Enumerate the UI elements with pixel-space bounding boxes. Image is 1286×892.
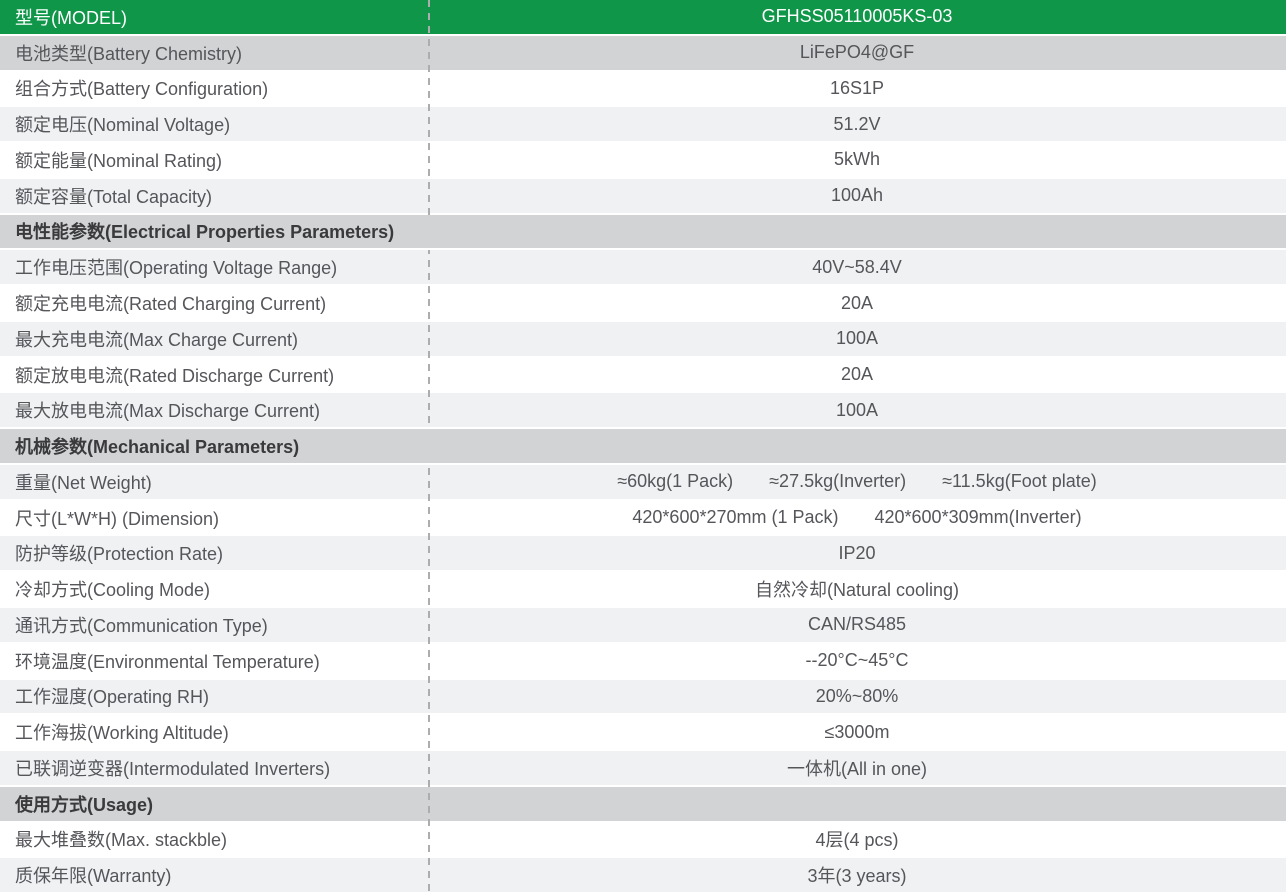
row-label: 环境温度(Environmental Temperature)	[15, 651, 320, 672]
row-value: 40V~58.4V	[812, 256, 902, 277]
row-value: 100A	[835, 328, 879, 349]
row-value: 4层(4 pcs)	[815, 830, 899, 851]
table-row: 额定能量(Nominal Rating) 5kWh	[0, 143, 1286, 179]
model-header-row: 型号(MODEL) GFHSS05110005KS-03	[0, 0, 1286, 36]
section-header-row: 使用方式(Usage)	[0, 786, 1286, 823]
table-row: 最大充电电流(Max Charge Current) 100A	[0, 321, 1286, 358]
row-label: 额定充电电流(Rated Charging Current)	[15, 294, 327, 314]
table-row: 工作电压范围(Operating Voltage Range) 40V~58.4V	[0, 250, 1286, 287]
table-row: 质保年限(Warranty) 3年(3 years)	[0, 858, 1286, 892]
row-value: IP20	[838, 542, 876, 563]
row-label: 额定容量(Total Capacity)	[15, 186, 213, 207]
table-row: 环境温度(Environmental Temperature) --20°C~45…	[0, 643, 1286, 680]
row-label: 通讯方式(Communication Type)	[15, 615, 268, 636]
table-row: 额定容量(Total Capacity) 100Ah	[0, 178, 1286, 215]
row-label: 工作电压范围(Operating Voltage Range)	[15, 258, 338, 279]
row-label: 最大充电电流(Max Charge Current)	[15, 329, 299, 350]
section-title: 机械参数(Mechanical Parameters)	[15, 437, 300, 458]
row-value: CAN/RS485	[807, 614, 907, 635]
section-header-row: 电性能参数(Electrical Properties Parameters)	[0, 214, 1286, 251]
table-row: 额定电压(Nominal Voltage) 51.2V	[0, 107, 1286, 144]
row-label: 最大放电电流(Max Discharge Current)	[15, 401, 321, 422]
row-value: 420*600*270mm (1 Pack) 420*600*309mm(Inv…	[632, 507, 1082, 528]
row-value: 51.2V	[833, 113, 881, 134]
row-value: 100Ah	[830, 185, 884, 206]
table-row: 最大放电电流(Max Discharge Current) 100A	[0, 393, 1286, 430]
row-value: LiFePO4@GF	[799, 42, 915, 63]
row-value: ≈60kg(1 Pack) ≈27.5kg(Inverter) ≈11.5kg(…	[617, 471, 1097, 492]
row-label: 冷却方式(Cooling Mode)	[15, 580, 211, 601]
row-label: 质保年限(Warranty)	[15, 866, 172, 887]
table-row: 尺寸(L*W*H) (Dimension) 420*600*270mm (1 Pa…	[0, 500, 1286, 537]
table-row: 组合方式(Battery Configuration) 16S1P	[0, 71, 1286, 108]
row-value: 100A	[835, 399, 879, 420]
row-value: 20A	[840, 292, 874, 313]
row-label: 最大堆叠数(Max. stackble)	[15, 830, 228, 851]
row-label: 重量(Net Weight)	[15, 472, 152, 493]
table-row: 工作海拔(Working Altitude) ≤3000m	[0, 715, 1286, 752]
table-row: 工作湿度(Operating RH) 20%~80%	[0, 679, 1286, 716]
row-label: 防护等级(Protection Rate)	[15, 544, 224, 565]
row-label: 工作海拔(Working Altitude)	[15, 723, 229, 744]
table-row: 通讯方式(Communication Type) CAN/RS485	[0, 608, 1286, 644]
row-value: 16S1P	[829, 77, 885, 98]
row-value: --20°C~45°C	[805, 650, 909, 671]
table-row: 冷却方式(Cooling Mode) 自然冷却(Natural cooling)	[0, 572, 1286, 609]
row-value: 20A	[840, 364, 874, 385]
row-value: 3年(3 years)	[807, 866, 907, 887]
table-row: 电池类型(Battery Chemistry) LiFePO4@GF	[0, 35, 1286, 72]
section-title: 电性能参数(Electrical Properties Parameters)	[15, 222, 395, 243]
row-value: 自然冷却(Natural cooling)	[754, 580, 960, 601]
model-label: 型号(MODEL)	[15, 7, 127, 28]
row-label: 已联调逆变器(Intermodulated Inverters)	[15, 758, 331, 779]
table-row: 额定放电电流(Rated Discharge Current) 20A	[0, 357, 1286, 394]
section-header-row: 机械参数(Mechanical Parameters)	[0, 429, 1286, 465]
row-label: 额定能量(Nominal Rating)	[15, 150, 223, 171]
row-label: 组合方式(Battery Configuration)	[15, 79, 269, 100]
row-value: ≤3000m	[824, 721, 890, 742]
row-label: 额定电压(Nominal Voltage)	[15, 115, 231, 136]
row-value: 20%~80%	[815, 685, 899, 706]
row-value: 一体机(All in one)	[786, 758, 928, 779]
section-title: 使用方式(Usage)	[15, 794, 154, 815]
table-row: 额定充电电流(Rated Charging Current) 20A	[0, 286, 1286, 322]
row-value: 5kWh	[833, 149, 880, 170]
table-row: 重量(Net Weight) ≈60kg(1 Pack) ≈27.5kg(Inve…	[0, 464, 1286, 501]
row-label: 电池类型(Battery Chemistry)	[15, 43, 243, 64]
row-label: 工作湿度(Operating RH)	[15, 687, 210, 708]
model-value: GFHSS05110005KS-03	[761, 6, 953, 27]
table-row: 防护等级(Protection Rate) IP20	[0, 536, 1286, 573]
table-row: 最大堆叠数(Max. stackble) 4层(4 pcs)	[0, 822, 1286, 859]
row-label: 尺寸(L*W*H) (Dimension)	[15, 508, 220, 529]
row-label: 额定放电电流(Rated Discharge Current)	[15, 365, 335, 386]
table-row: 已联调逆变器(Intermodulated Inverters) 一体机(All …	[0, 751, 1286, 787]
